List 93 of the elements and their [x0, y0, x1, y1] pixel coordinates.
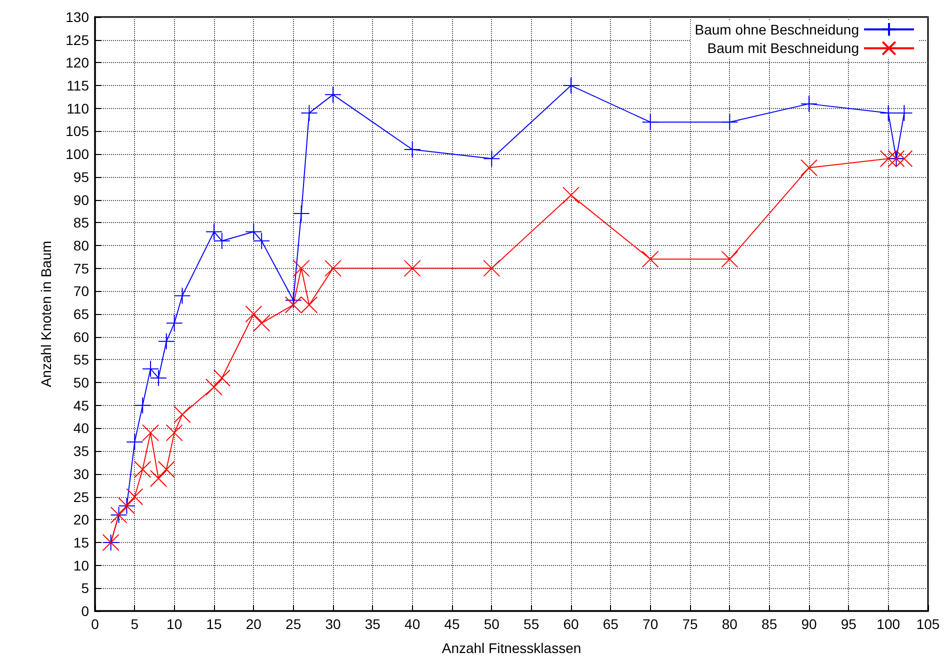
x-tick-label: 85 — [762, 616, 778, 632]
x-tick-label: 0 — [91, 616, 100, 632]
y-tick-label: 35 — [73, 443, 90, 460]
x-tick-label: 70 — [642, 616, 658, 632]
y-tick-label: 30 — [73, 466, 90, 482]
y-axis-title: Anzahl Knoten in Baum — [38, 240, 54, 388]
point — [134, 460, 152, 478]
point — [206, 378, 222, 396]
y-tick-label: 105 — [66, 123, 90, 140]
point — [166, 314, 183, 332]
point — [292, 204, 310, 222]
point — [562, 77, 580, 94]
point — [880, 150, 897, 168]
y-tick-label: 40 — [73, 420, 90, 436]
y-tick-label: 125 — [66, 32, 90, 48]
point — [253, 314, 270, 332]
y-tick-label: 65 — [73, 306, 90, 322]
point — [562, 186, 580, 204]
legend-label: Baum mit Beschneidung — [707, 40, 859, 56]
y-tick-label: 0 — [81, 603, 90, 619]
point — [142, 424, 160, 442]
y-tick-label: 120 — [66, 54, 90, 71]
point — [642, 250, 659, 268]
y-tick-label: 20 — [73, 512, 90, 528]
x-tick-label: 35 — [364, 616, 381, 632]
y-tick-label: 10 — [73, 557, 90, 574]
x-tick-label: 90 — [801, 616, 817, 632]
point — [158, 460, 175, 478]
x-axis-title: Anzahl Fitnessklassen — [442, 640, 582, 656]
point — [174, 406, 191, 424]
point — [292, 260, 310, 277]
point — [126, 488, 144, 506]
y-tick-label: 25 — [73, 488, 90, 505]
x-tick-label: 50 — [484, 616, 500, 632]
point — [800, 159, 818, 176]
y-tick-label: 55 — [73, 352, 90, 368]
y-tick-label: 115 — [66, 78, 90, 94]
point — [721, 250, 738, 268]
legend-label: Baum ohne Beschneidung — [694, 21, 859, 38]
y-tick-label: 45 — [73, 397, 90, 414]
point — [800, 95, 818, 112]
point — [284, 292, 302, 309]
point — [213, 369, 230, 386]
point — [300, 104, 318, 122]
x-tick-label: 80 — [722, 616, 738, 632]
point — [483, 260, 500, 277]
x-tick-label: 15 — [206, 616, 222, 632]
point — [174, 287, 191, 304]
x-tick-label: 10 — [166, 616, 182, 632]
y-tick-label: 75 — [73, 260, 90, 276]
point — [404, 141, 421, 158]
y-tick-label: 85 — [73, 214, 90, 231]
point — [483, 150, 500, 168]
x-tick-label: 20 — [246, 616, 262, 632]
y-tick-label: 95 — [73, 168, 90, 185]
y-tick-label: 70 — [73, 283, 90, 300]
point — [404, 260, 421, 277]
y-tick-label: 100 — [66, 146, 90, 162]
x-tick-label: 30 — [325, 616, 341, 632]
x-tick-label: 60 — [563, 616, 579, 632]
point — [158, 332, 175, 350]
y-tick-label: 60 — [73, 328, 90, 345]
x-tick-label: 45 — [444, 616, 460, 632]
point — [324, 260, 342, 277]
point — [721, 114, 738, 131]
point — [896, 150, 913, 168]
y-tick-label: 15 — [73, 534, 90, 550]
y-tick-label: 130 — [66, 9, 90, 25]
y-tick-label: 5 — [81, 580, 90, 596]
point — [880, 104, 897, 122]
point — [324, 86, 342, 104]
point — [896, 104, 913, 122]
x-tick-label: 100 — [876, 616, 900, 632]
x-tick-label: 105 — [916, 616, 940, 632]
x-tick-label: 40 — [404, 616, 420, 632]
x-tick-label: 5 — [130, 616, 139, 632]
y-tick-label: 80 — [73, 237, 90, 254]
y-tick-label: 50 — [73, 374, 90, 391]
point — [166, 424, 183, 442]
y-tick-label: 90 — [73, 192, 90, 208]
x-tick-label: 25 — [286, 616, 302, 632]
x-tick-label: 65 — [602, 616, 619, 632]
point — [284, 296, 302, 314]
point — [134, 396, 152, 414]
x-tick-label: 75 — [682, 616, 698, 632]
point — [126, 433, 144, 450]
y-tick-label: 110 — [66, 100, 90, 116]
point — [642, 114, 659, 131]
x-tick-label: 55 — [524, 616, 540, 632]
point — [300, 296, 318, 314]
point — [150, 470, 167, 487]
x-tick-label: 95 — [840, 616, 857, 632]
point — [245, 306, 262, 322]
